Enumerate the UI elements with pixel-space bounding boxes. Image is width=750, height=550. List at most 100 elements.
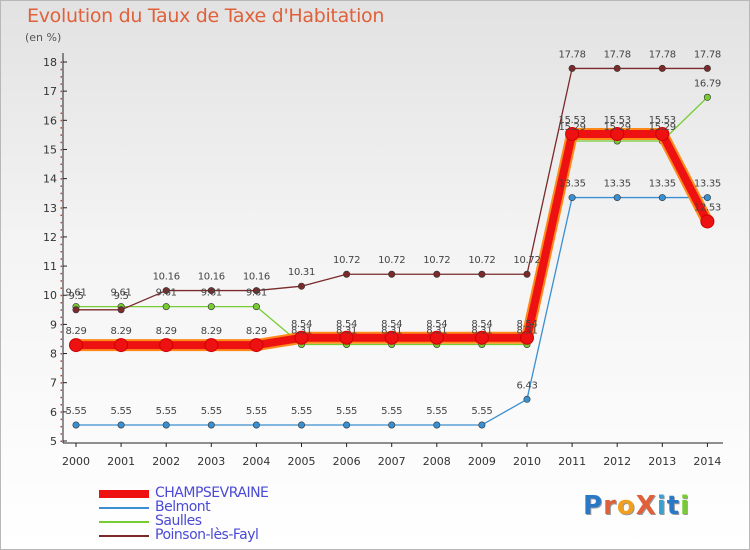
legend-swatch	[99, 490, 149, 498]
data-label: 8.29	[156, 326, 177, 337]
data-label: 5.55	[65, 406, 86, 417]
data-label: 8.54	[381, 319, 402, 330]
y-minor-tick	[60, 396, 62, 399]
data-point	[523, 395, 531, 403]
data-label: 13.35	[694, 179, 721, 190]
y-tick-label: 13	[43, 202, 57, 215]
data-label: 10.72	[468, 255, 495, 266]
data-label: 5.55	[201, 406, 222, 417]
data-label: 8.31	[471, 326, 492, 337]
y-tick-label: 8	[50, 348, 57, 361]
data-point	[249, 338, 264, 353]
data-label: 15.29	[649, 122, 676, 133]
data-point	[72, 306, 80, 314]
y-minor-tick	[60, 199, 62, 202]
data-label: 8.31	[381, 326, 402, 337]
data-label: 17.78	[694, 49, 721, 60]
x-tick-label: 2013	[648, 455, 676, 468]
y-minor-tick	[60, 316, 62, 319]
data-point	[72, 421, 80, 429]
y-tick-label: 11	[43, 260, 57, 273]
y-minor-tick	[60, 163, 62, 166]
data-point	[433, 270, 441, 278]
y-minor-tick	[60, 214, 62, 217]
data-label: 17.78	[649, 49, 676, 60]
y-minor-tick	[60, 148, 62, 151]
y-minor-tick	[60, 243, 62, 246]
data-label: 8.29	[65, 326, 86, 337]
x-tick-label: 2008	[423, 455, 451, 468]
data-point	[700, 214, 715, 229]
data-label: 8.31	[291, 326, 312, 337]
data-point	[523, 270, 531, 278]
data-label: 8.29	[111, 326, 132, 337]
y-minor-tick	[60, 251, 62, 253]
data-point	[655, 127, 670, 142]
data-point	[297, 282, 305, 290]
y-minor-tick	[60, 178, 62, 180]
data-point	[658, 64, 666, 72]
y-minor-tick	[60, 302, 62, 304]
data-point	[429, 330, 444, 345]
data-label: 10.72	[513, 255, 540, 266]
y-minor-tick	[60, 360, 62, 362]
data-label: 5.55	[381, 406, 402, 417]
data-label: 15.29	[559, 122, 586, 133]
y-minor-tick	[60, 374, 62, 377]
y-minor-tick	[60, 287, 62, 289]
y-minor-tick	[60, 221, 62, 224]
series-line-champsevraine-glow	[70, 128, 714, 352]
legend-label: Poinson-lès-Fayl	[155, 527, 259, 543]
data-point	[297, 421, 305, 429]
data-label: 5.55	[426, 406, 447, 417]
y-minor-tick	[60, 265, 62, 268]
data-point	[159, 338, 174, 353]
y-minor-tick	[60, 141, 62, 144]
x-tick-label: 2000	[62, 455, 90, 468]
x-tick-label: 2007	[378, 455, 406, 468]
y-tick-label: 10	[43, 289, 57, 302]
data-label: 5.55	[246, 406, 267, 417]
y-minor-tick	[60, 105, 62, 107]
data-point	[565, 127, 580, 142]
y-minor-tick	[60, 309, 62, 311]
y-minor-tick	[60, 440, 62, 442]
data-point	[703, 194, 711, 202]
y-minor-tick	[60, 61, 62, 63]
x-tick-label: 2004	[242, 455, 270, 468]
data-point	[252, 303, 260, 311]
data-point	[384, 330, 399, 345]
data-label: 9.61	[111, 288, 132, 299]
data-label: 8.54	[471, 319, 492, 330]
y-minor-tick	[60, 170, 62, 173]
x-tick-label: 2002	[152, 455, 180, 468]
y-minor-tick	[60, 367, 62, 370]
y-minor-tick	[60, 68, 62, 71]
chart-title: Evolution du Taux de Taxe d'Habitation	[27, 5, 385, 27]
y-minor-tick	[60, 323, 62, 326]
data-label: 5.55	[471, 406, 492, 417]
data-label: 9.61	[65, 288, 86, 299]
data-label: 10.72	[423, 255, 450, 266]
data-label: 8.31	[516, 326, 537, 337]
y-minor-tick	[60, 192, 62, 195]
data-point	[388, 270, 396, 278]
data-point	[204, 338, 219, 353]
y-minor-tick	[60, 185, 62, 187]
series-line	[72, 130, 712, 350]
y-minor-tick	[60, 411, 62, 413]
y-minor-tick	[60, 433, 62, 435]
data-point	[117, 421, 125, 429]
x-tick-label: 2003	[197, 455, 225, 468]
data-point	[207, 421, 215, 429]
data-label: 5.55	[291, 406, 312, 417]
data-label: 9.61	[156, 288, 177, 299]
data-point	[162, 287, 170, 295]
y-minor-tick	[60, 280, 62, 282]
y-minor-tick	[60, 345, 62, 348]
data-point	[69, 338, 83, 353]
y-minor-tick	[60, 90, 62, 93]
y-tick-label: 14	[43, 173, 57, 186]
data-label: 12.53	[694, 202, 721, 213]
